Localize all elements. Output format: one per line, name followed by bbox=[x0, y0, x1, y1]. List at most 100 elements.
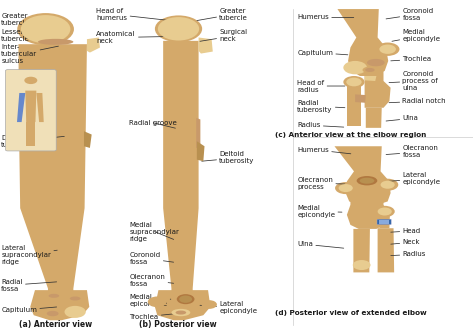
Ellipse shape bbox=[70, 296, 81, 300]
Text: Olecranon
process: Olecranon process bbox=[297, 176, 345, 190]
Circle shape bbox=[377, 179, 398, 191]
Circle shape bbox=[378, 208, 392, 215]
Polygon shape bbox=[155, 290, 210, 320]
Polygon shape bbox=[84, 131, 91, 148]
Text: (c) Anterior view at the elbow region: (c) Anterior view at the elbow region bbox=[275, 132, 426, 138]
Circle shape bbox=[21, 15, 71, 43]
Polygon shape bbox=[30, 290, 89, 320]
Polygon shape bbox=[365, 71, 391, 108]
Circle shape bbox=[374, 206, 395, 217]
Ellipse shape bbox=[38, 39, 73, 45]
Circle shape bbox=[381, 181, 395, 189]
Text: Head of
radius: Head of radius bbox=[297, 80, 345, 92]
Circle shape bbox=[148, 296, 167, 307]
Text: Trochlea: Trochlea bbox=[391, 56, 431, 62]
Ellipse shape bbox=[42, 309, 63, 318]
Ellipse shape bbox=[48, 294, 59, 298]
Text: Lateral
supracondylar
ridge: Lateral supracondylar ridge bbox=[1, 245, 57, 265]
Circle shape bbox=[379, 45, 396, 54]
Polygon shape bbox=[379, 211, 390, 228]
Ellipse shape bbox=[175, 310, 186, 314]
Text: Anatomical
neck: Anatomical neck bbox=[96, 31, 169, 44]
FancyBboxPatch shape bbox=[5, 70, 56, 151]
Circle shape bbox=[376, 43, 400, 56]
Text: (d) Posterior view of extended elbow: (d) Posterior view of extended elbow bbox=[274, 310, 426, 316]
Polygon shape bbox=[87, 38, 100, 52]
Polygon shape bbox=[31, 122, 36, 146]
Circle shape bbox=[335, 182, 356, 194]
Polygon shape bbox=[17, 93, 25, 122]
Text: Radial notch: Radial notch bbox=[389, 98, 446, 104]
Ellipse shape bbox=[365, 68, 374, 72]
Circle shape bbox=[158, 17, 199, 41]
Circle shape bbox=[24, 77, 37, 84]
Text: Coronoid
fossa: Coronoid fossa bbox=[386, 8, 434, 20]
Text: Head of
humerus: Head of humerus bbox=[96, 8, 171, 20]
Polygon shape bbox=[335, 146, 391, 206]
Text: Ulna: Ulna bbox=[386, 116, 418, 122]
Circle shape bbox=[17, 13, 74, 45]
FancyBboxPatch shape bbox=[377, 219, 391, 224]
Polygon shape bbox=[366, 108, 382, 128]
Bar bbox=[379, 220, 390, 223]
Polygon shape bbox=[337, 9, 388, 76]
Text: (a) Anterior view: (a) Anterior view bbox=[19, 320, 92, 329]
Text: Trochlea: Trochlea bbox=[129, 314, 175, 320]
Circle shape bbox=[343, 61, 367, 74]
Text: Neck: Neck bbox=[391, 239, 420, 245]
Ellipse shape bbox=[47, 311, 59, 316]
Circle shape bbox=[64, 306, 86, 318]
Polygon shape bbox=[197, 141, 204, 161]
Text: Humerus: Humerus bbox=[297, 146, 351, 154]
Polygon shape bbox=[347, 83, 361, 126]
Polygon shape bbox=[347, 195, 388, 229]
Ellipse shape bbox=[363, 67, 377, 73]
Text: Medial
epicondyle: Medial epicondyle bbox=[392, 29, 440, 42]
Circle shape bbox=[343, 76, 365, 88]
Text: Greater
tubercle: Greater tubercle bbox=[1, 12, 61, 26]
Polygon shape bbox=[163, 41, 199, 305]
Text: Radial groove: Radial groove bbox=[129, 120, 177, 128]
Circle shape bbox=[338, 184, 353, 192]
Polygon shape bbox=[18, 44, 87, 305]
Text: Greater
tubercle: Greater tubercle bbox=[197, 8, 248, 20]
Polygon shape bbox=[26, 122, 31, 146]
Ellipse shape bbox=[179, 295, 192, 303]
Text: Coronoid
process of
ulna: Coronoid process of ulna bbox=[389, 71, 438, 91]
Polygon shape bbox=[354, 229, 370, 272]
Circle shape bbox=[155, 15, 202, 42]
Circle shape bbox=[353, 260, 371, 270]
Ellipse shape bbox=[360, 178, 374, 184]
Text: Deltoid
tuberosity: Deltoid tuberosity bbox=[202, 152, 255, 164]
Text: Lesser
tubercle: Lesser tubercle bbox=[1, 29, 57, 42]
Polygon shape bbox=[378, 228, 394, 272]
Polygon shape bbox=[36, 93, 44, 122]
Text: (b) Posterior view: (b) Posterior view bbox=[139, 320, 217, 329]
Text: Medial
epicondyle: Medial epicondyle bbox=[297, 205, 342, 218]
Circle shape bbox=[201, 300, 217, 309]
Polygon shape bbox=[196, 118, 201, 148]
Circle shape bbox=[346, 78, 362, 86]
Text: Medial
epicondyle: Medial epicondyle bbox=[129, 294, 171, 307]
Text: Olecranon
fossa: Olecranon fossa bbox=[386, 145, 438, 159]
Text: Radial
tuberosity: Radial tuberosity bbox=[297, 99, 345, 113]
Text: Inter-
tubercular
sulcus: Inter- tubercular sulcus bbox=[1, 44, 58, 64]
Text: Capitulum: Capitulum bbox=[1, 307, 56, 313]
Text: Deltoid
tuberosity: Deltoid tuberosity bbox=[1, 135, 64, 148]
Polygon shape bbox=[25, 91, 36, 122]
Text: Humerus: Humerus bbox=[297, 14, 354, 20]
Polygon shape bbox=[355, 94, 366, 103]
Text: Radius: Radius bbox=[391, 251, 426, 257]
Polygon shape bbox=[365, 76, 376, 81]
Text: Coronoid
fossa: Coronoid fossa bbox=[129, 252, 173, 265]
Text: Lateral
epicondyle: Lateral epicondyle bbox=[200, 301, 257, 314]
Text: Radial
fossa: Radial fossa bbox=[1, 279, 56, 292]
Text: Surgical
neck: Surgical neck bbox=[200, 29, 247, 42]
Ellipse shape bbox=[367, 59, 385, 66]
Ellipse shape bbox=[356, 176, 377, 185]
Text: Head: Head bbox=[391, 228, 420, 234]
Text: Lateral
epicondyle: Lateral epicondyle bbox=[389, 172, 440, 185]
Text: Capitulum: Capitulum bbox=[297, 49, 348, 55]
Text: Radius: Radius bbox=[297, 122, 344, 128]
Polygon shape bbox=[199, 38, 213, 53]
